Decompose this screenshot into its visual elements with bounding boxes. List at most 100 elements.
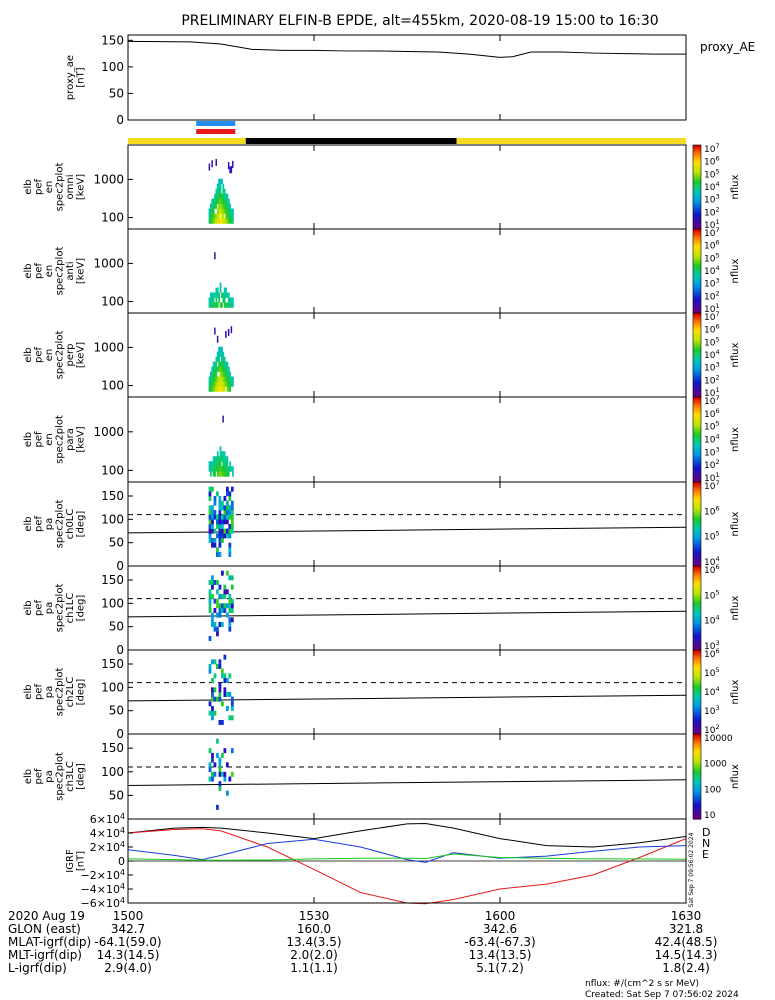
- colorbar-segment: [693, 568, 701, 571]
- colorbar-label: nflux: [730, 511, 741, 536]
- pa-cell: [218, 533, 222, 539]
- colorbar-segment: [693, 328, 701, 331]
- pa-cell: [221, 673, 224, 679]
- colorbar-tick: 102: [704, 723, 720, 736]
- colorbar-segment: [693, 690, 701, 693]
- igrf-legend-E: E: [702, 848, 709, 861]
- colorbar-segment: [693, 387, 701, 390]
- colorbar-segment: [693, 474, 701, 477]
- spec-cell: [219, 386, 222, 392]
- pa-cell: [223, 678, 227, 683]
- spec-cell: [216, 466, 219, 472]
- spec-cell: [226, 302, 229, 308]
- spec-cell: [229, 297, 232, 303]
- pa-cell: [221, 752, 224, 758]
- spec-cell: [219, 466, 222, 472]
- colorbar-segment: [693, 289, 701, 292]
- ylabel-omni: elb pef en spec2plot omni [keV]: [23, 163, 87, 212]
- pa-cell: [223, 584, 227, 590]
- ytick-label: 50: [109, 536, 124, 550]
- colorbar-segment: [693, 807, 701, 810]
- colorbar-segment: [693, 376, 701, 378]
- ylabel-anti: elb pef en spec2plot anti [keV]: [23, 247, 87, 296]
- spec-cell: [209, 461, 212, 467]
- spec-cell: [222, 183, 225, 189]
- colorbar-segment: [693, 596, 701, 599]
- colorbar-tick: 1000: [704, 760, 727, 770]
- pa-cell: [225, 486, 229, 492]
- spec-cell: [223, 471, 226, 477]
- colorbar-segment: [693, 415, 701, 418]
- pa-cell: [208, 710, 212, 716]
- colorbar-segment: [693, 629, 701, 631]
- spec-cell: [221, 178, 223, 184]
- spec-cell: [216, 456, 219, 462]
- pa-cell: [223, 519, 227, 525]
- colorbar-segment: [693, 257, 701, 259]
- spec-cell: [212, 292, 215, 298]
- spec-cell: [223, 381, 226, 387]
- colorbar-label: nflux: [730, 679, 741, 704]
- spec-cell: [222, 218, 225, 224]
- colorbar-segment: [693, 550, 701, 553]
- spec-cell: [227, 292, 230, 298]
- spec-cell: [219, 203, 222, 209]
- pa-cell: [230, 514, 234, 520]
- colorbar-segment: [693, 476, 701, 479]
- spec-cell: [219, 456, 222, 462]
- spec-cell: [230, 297, 233, 303]
- ylabel-line: [deg]: [75, 511, 86, 538]
- pa-cell: [213, 580, 217, 585]
- pa-cell: [218, 687, 222, 693]
- colorbar-segment: [693, 487, 701, 490]
- pa-cell: [230, 519, 234, 525]
- colorbar-segment: [693, 314, 701, 317]
- spec-cell: [221, 366, 223, 372]
- igrf-legend-N: N: [702, 837, 710, 850]
- colorbar-tick: 10000: [704, 734, 733, 744]
- pa-cell: [230, 748, 234, 754]
- pa-cell: [213, 771, 217, 777]
- pa-cell: [228, 692, 232, 697]
- pa-cell: [221, 514, 224, 520]
- pa-cell: [211, 622, 214, 627]
- colorbar-segment: [693, 564, 701, 567]
- colorbar-segment: [693, 739, 701, 742]
- colorbar-segment: [693, 369, 701, 371]
- colorbar-segment: [693, 486, 701, 489]
- created-note: Created: Sat Sep 7 07:56:02 2024: [585, 990, 739, 1000]
- colorbar-segment: [693, 201, 701, 203]
- spec-cell: [227, 162, 230, 170]
- pa-cell: [213, 510, 217, 515]
- spec-cell: [223, 208, 226, 214]
- colorbar-segment: [693, 655, 701, 658]
- colorbar-segment: [693, 685, 701, 687]
- colorbar-segment: [693, 224, 701, 227]
- colorbar-segment: [693, 742, 701, 745]
- ytick-label: 0: [116, 727, 124, 741]
- spec-cell: [222, 366, 225, 372]
- colorbar-segment: [693, 212, 701, 215]
- colorbar-segment: [693, 545, 701, 547]
- spec-cell: [223, 376, 226, 382]
- pa-cell: [213, 538, 217, 543]
- colorbar-segment: [693, 332, 701, 335]
- spec-cell: [219, 371, 222, 377]
- colorbar-segment: [693, 802, 701, 805]
- pa-cell: [218, 594, 222, 599]
- spec-cell: [214, 471, 216, 477]
- spec-cell: [216, 366, 219, 372]
- colorbar-segment: [693, 483, 701, 486]
- colorbar-segment: [693, 668, 701, 671]
- colorbar-segment: [693, 644, 701, 647]
- ae-line: [127, 40, 686, 58]
- spec-cell: [223, 366, 226, 372]
- colorbar-segment: [693, 416, 701, 419]
- spec-cell: [209, 297, 212, 303]
- spec-cell: [227, 203, 230, 209]
- spec-cell: [222, 381, 225, 387]
- pa-cell: [208, 668, 212, 674]
- pa-cell: [208, 505, 212, 511]
- spec-cell: [212, 297, 215, 303]
- colorbar-segment: [693, 645, 701, 648]
